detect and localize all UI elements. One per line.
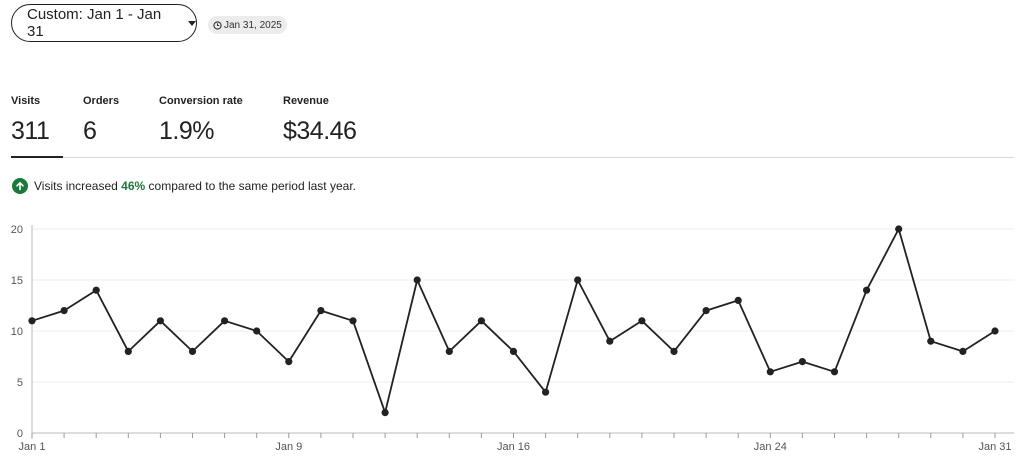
stat-value: $34.46 [283,117,357,145]
data-point [702,307,710,315]
stat-label: Visits [11,95,41,107]
data-point [188,347,197,355]
date-range-label: Custom: Jan 1 - Jan 31 [27,6,162,40]
visits-series-line [31,228,996,414]
clock-icon [213,20,222,30]
data-point [863,286,871,294]
updated-date-text: Jan 31, 2025 [224,19,282,31]
x-tick-label: Jan 1 [19,441,46,453]
data-point [959,347,967,355]
data-point [509,347,518,355]
data-point [638,317,646,325]
data-point [734,296,742,304]
comparison-notice: Visits increased 46% compared to the sam… [12,178,356,194]
data-point [124,347,132,355]
y-tick-label: 20 [11,224,23,236]
data-point [574,276,582,284]
y-tick-label: 15 [11,275,23,287]
y-tick-label: 0 [17,428,23,440]
data-point [991,327,999,335]
stat-value: 1.9% [159,117,214,145]
updated-date-badge: Jan 31, 2025 [208,16,287,34]
notice-percent: 46% [121,179,146,193]
data-point [317,307,325,315]
stat-label: Orders [83,95,120,107]
x-tick-label: Jan 16 [497,441,530,453]
notice-prefix: Visits increased [34,179,118,193]
data-point [766,368,774,376]
data-point [445,347,453,355]
y-tick-label: 5 [17,377,23,389]
x-tick-label: Jan 31 [978,441,1011,453]
data-point [221,317,229,325]
data-point [60,307,68,315]
data-point [28,317,36,325]
stat-revenue[interactable]: Revenue $34.46 [283,95,357,146]
data-point [92,286,100,294]
data-point [349,317,357,325]
data-point [285,358,293,366]
caret-down-icon [188,20,196,26]
data-point [798,358,807,366]
stat-label: Conversion rate [159,95,243,107]
stat-conversion-rate[interactable]: Conversion rate 1.9% [159,95,243,146]
data-point [253,327,261,335]
data-point [477,317,485,325]
x-tick-label: Jan 24 [754,441,787,453]
data-point [413,276,421,284]
stats-divider [11,157,1014,158]
notice-suffix: compared to the same period last year. [148,179,356,193]
date-range-dropdown[interactable]: Custom: Jan 1 - Jan 31 [11,4,197,42]
x-tick-label: Jan 9 [275,441,302,453]
arrow-up-icon [12,178,28,194]
data-point [606,337,614,345]
data-point [156,317,164,325]
visits-line-chart: 0 5 10 15 20 Jan 1 Jan 9 Jan 16 Jan 24 Jan 31 [11,224,1014,453]
y-tick-label: 10 [11,326,23,338]
stat-label: Revenue [283,95,329,107]
data-point [542,388,550,396]
stat-value: 311 [11,117,50,145]
active-stat-underline [11,156,63,158]
stat-visits[interactable]: Visits 311 [11,95,50,146]
stat-orders[interactable]: Orders 6 [83,95,119,146]
data-point [927,337,935,345]
data-point [830,368,839,376]
data-point [670,347,678,355]
data-point [381,409,389,417]
stat-value: 6 [83,117,97,145]
data-point [895,225,903,233]
